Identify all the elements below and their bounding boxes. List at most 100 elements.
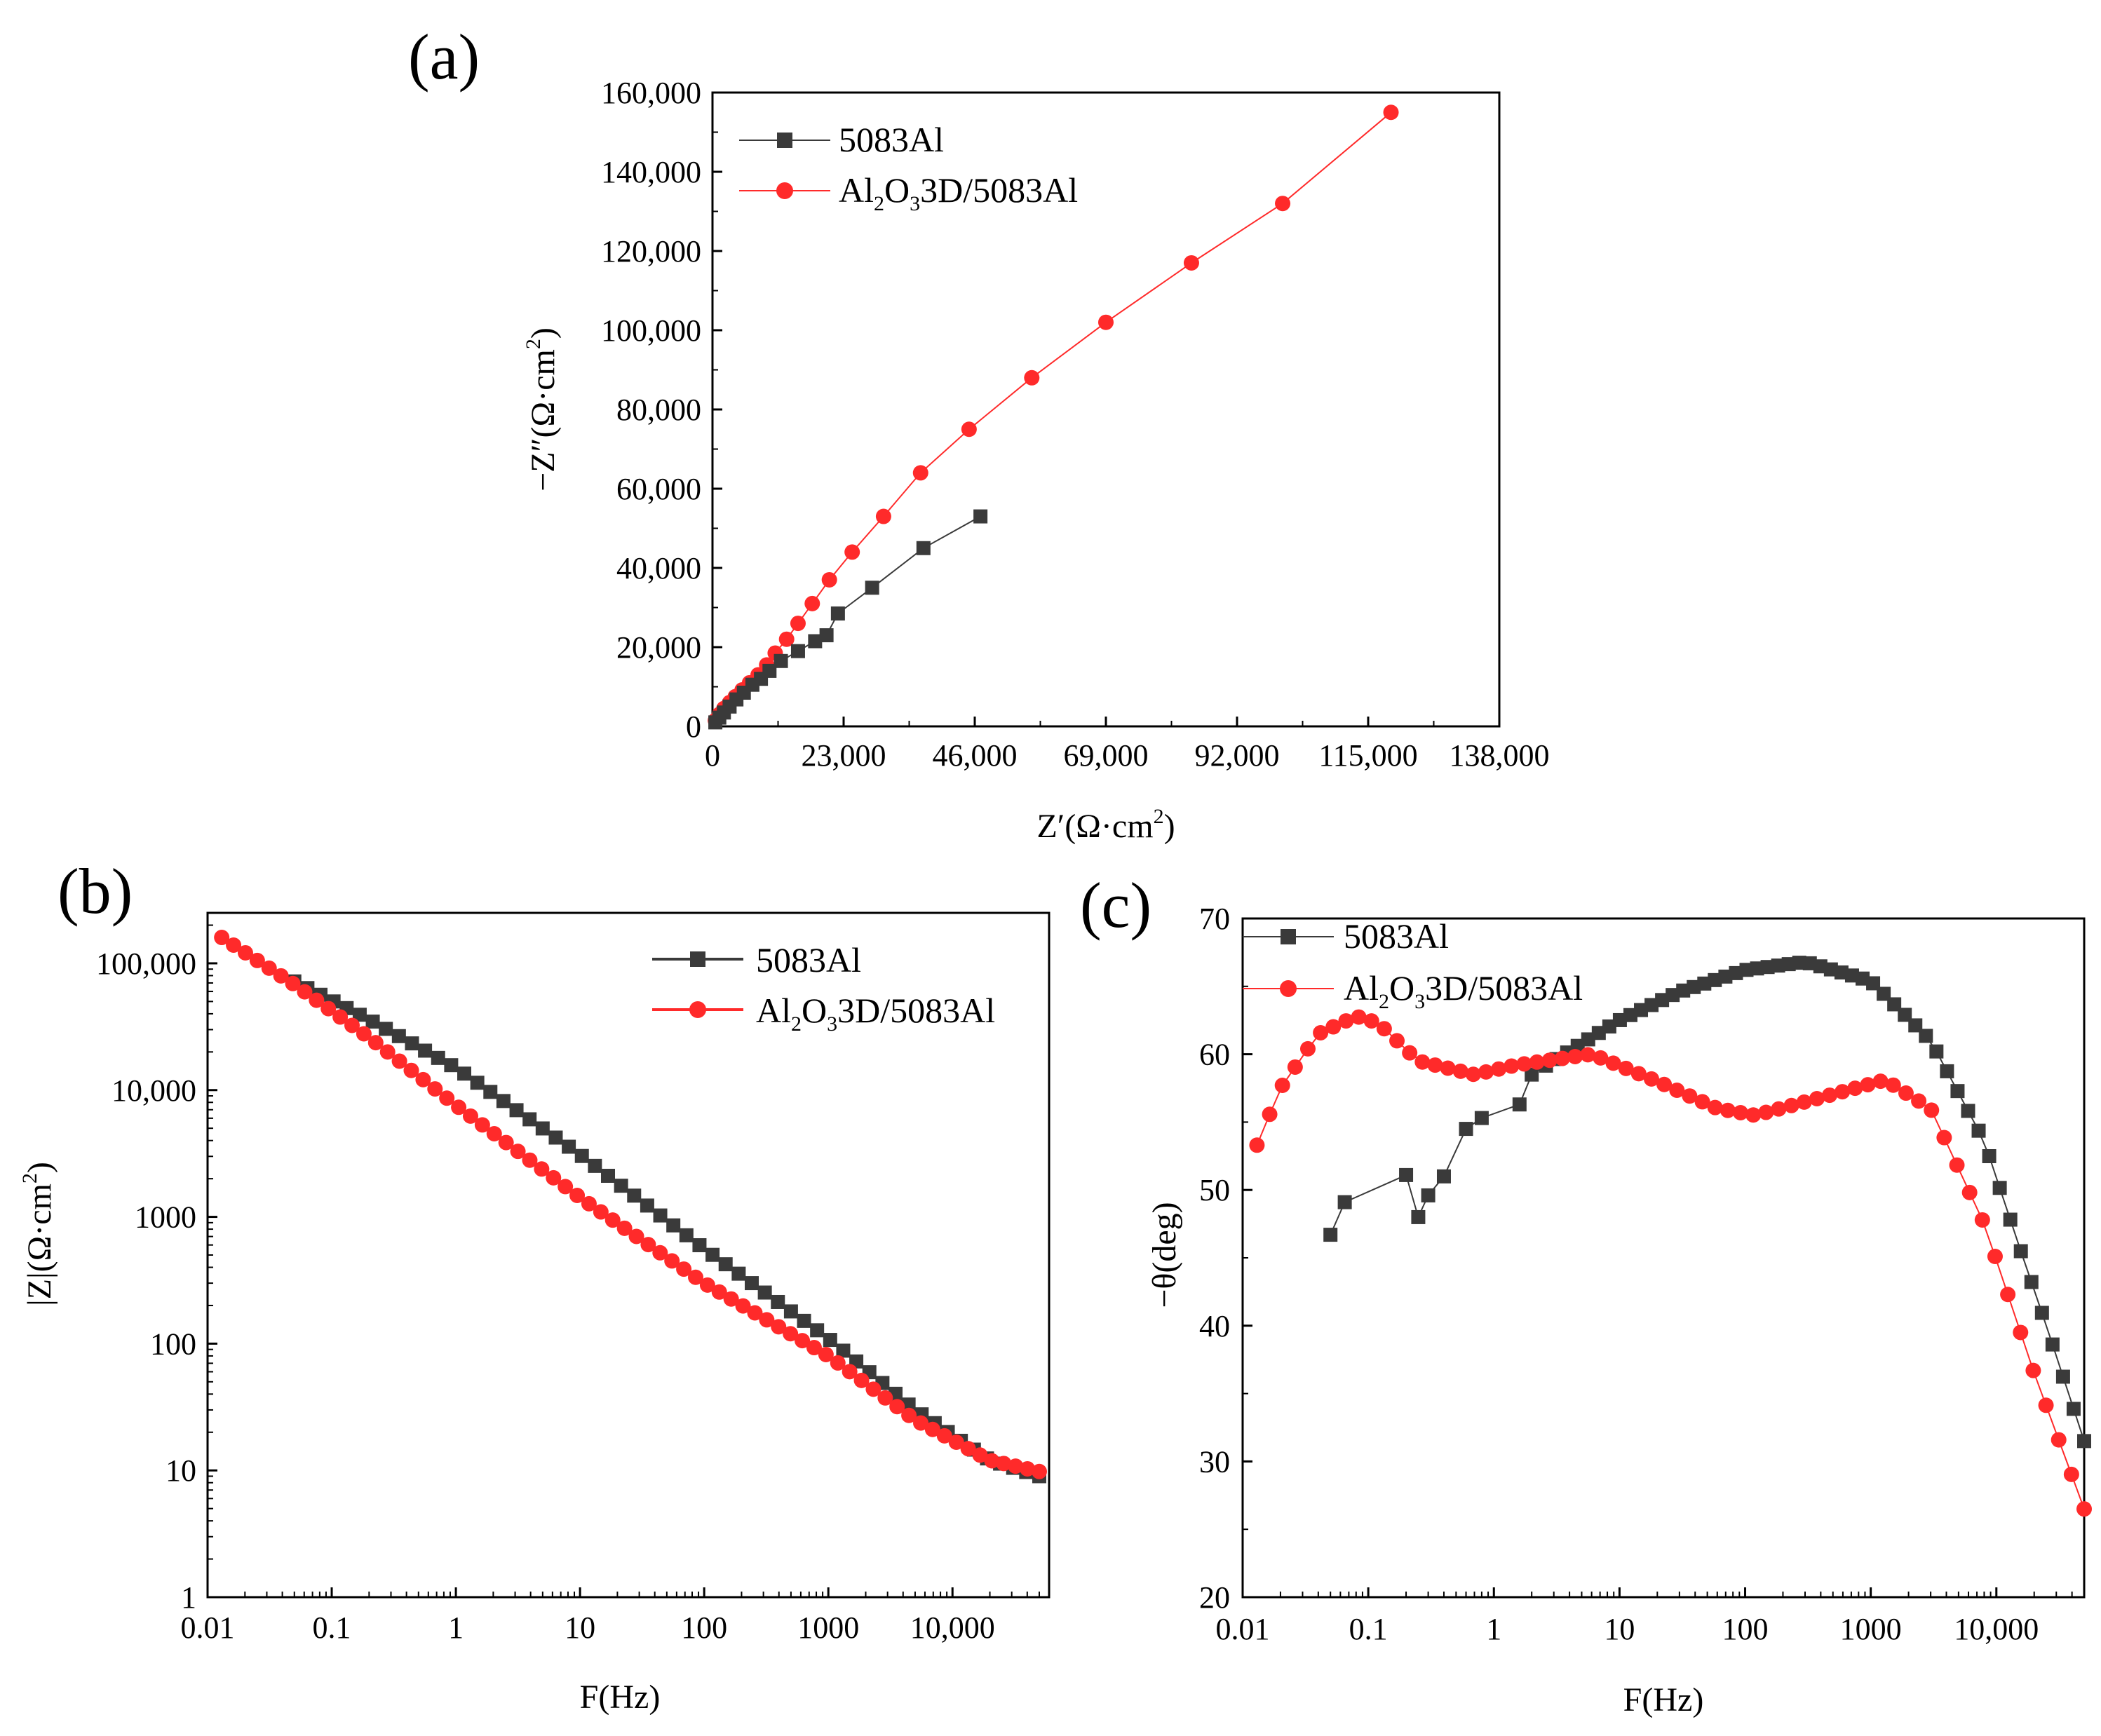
legend-a-s1-label: 5083Al	[839, 120, 944, 159]
c-s1-point-25	[1697, 976, 1712, 991]
b-s1-point-34	[731, 1266, 746, 1281]
b-s2-point-55	[865, 1381, 881, 1397]
a-s2-point-18	[1024, 369, 1040, 386]
c-s1-point-31	[1760, 960, 1775, 975]
a-s2-point-14	[844, 544, 860, 560]
a-xtick-label-3: 69,000	[1064, 738, 1149, 773]
c-s1-point-5	[1436, 1169, 1451, 1184]
c-ytick-label-2: 40	[1199, 1309, 1230, 1343]
b-s2-point-54	[853, 1372, 870, 1388]
c-s1-point-55	[2013, 1244, 2028, 1259]
b-s1-point-40	[810, 1323, 825, 1338]
b-s1-point-26	[627, 1188, 642, 1203]
c-s1-point-50	[1961, 1104, 1975, 1118]
c-xtick-label-3: 10	[1604, 1612, 1635, 1646]
b-s2-point-53	[842, 1364, 858, 1380]
c-s2-point-47	[1847, 1080, 1863, 1097]
c-s1-point-3	[1411, 1209, 1426, 1224]
panel-a-legend: 5083Al Al2O33D/5083Al	[739, 120, 1078, 215]
b-s2-point-20	[451, 1099, 467, 1115]
c-s2-point-22	[1529, 1054, 1545, 1070]
c-s1-point-2	[1399, 1167, 1414, 1182]
a-s1-point-13	[830, 606, 845, 621]
c-s2-point-14	[1427, 1057, 1443, 1073]
a-s2-point-15	[875, 508, 891, 524]
c-s2-point-53	[1924, 1102, 1940, 1118]
c-xtick-label-2: 1	[1486, 1612, 1501, 1646]
b-s2-point-3	[249, 952, 265, 968]
b-s1-point-14	[470, 1076, 485, 1090]
c-s1-point-33	[1781, 957, 1796, 972]
a-ytick-label-1: 20,000	[616, 630, 701, 665]
c-s1-line	[1330, 962, 2085, 1442]
b-s2-point-68	[1020, 1460, 1036, 1477]
b-s2-point-49	[795, 1333, 811, 1349]
b-s2-point-60	[924, 1421, 940, 1437]
b-s2-point-12	[356, 1026, 372, 1042]
c-s1-point-37	[1823, 962, 1838, 977]
panel-c-plot: 0.01 0.1 1 10 100 1000 10,000 20 30 40 50 60 70 F(Hz…	[1146, 902, 2092, 1718]
c-s2-point-27	[1593, 1050, 1609, 1066]
c-xtick-label-1: 0.1	[1349, 1612, 1388, 1646]
c-s2-point-37	[1720, 1102, 1736, 1118]
c-s1-point-60	[2066, 1402, 2081, 1416]
c-s1-point-22	[1666, 988, 1680, 1003]
b-s2-point-32	[593, 1204, 609, 1220]
c-s2-point-4	[1300, 1040, 1316, 1057]
c-s2-point-6	[1325, 1019, 1342, 1035]
c-ytick-label-4: 60	[1199, 1038, 1230, 1072]
c-s2-point-57	[1974, 1212, 1990, 1228]
b-s2-point-11	[344, 1017, 360, 1033]
b-s1-point-31	[692, 1238, 707, 1253]
b-s2-point-4	[261, 960, 277, 976]
c-ytick-label-1: 30	[1199, 1444, 1230, 1479]
a-ytick-label-3: 60,000	[616, 472, 701, 506]
b-s1-point-22	[574, 1148, 589, 1163]
b-s2-point-48	[783, 1326, 799, 1342]
a-ytick-label-0: 0	[686, 710, 701, 744]
c-s2-point-12	[1402, 1045, 1418, 1061]
b-s1-point-42	[836, 1343, 851, 1358]
b-s1-point-19	[535, 1121, 550, 1136]
b-s1-point-5	[352, 1008, 367, 1022]
c-s2-point-54	[1936, 1130, 1952, 1146]
c-s1-point-45	[1908, 1018, 1923, 1033]
a-s1-point-11	[808, 634, 823, 649]
b-s1-point-13	[457, 1066, 472, 1081]
b-s2-point-10	[332, 1009, 349, 1025]
legend-b-s1-label: 5083Al	[756, 940, 861, 979]
b-s1-point-38	[783, 1304, 798, 1319]
b-s2-point-5	[273, 968, 289, 984]
panel-b-legend: 5083Al Al2O33D/5083Al	[652, 940, 995, 1036]
c-s2-point-21	[1516, 1056, 1532, 1072]
c-s1-point-44	[1898, 1008, 1912, 1022]
c-s1-point-8	[1512, 1097, 1527, 1112]
c-s2-point-5	[1313, 1025, 1329, 1041]
b-s1-point-47	[901, 1397, 916, 1412]
c-s1-point-20	[1644, 998, 1659, 1012]
c-xtick-label-0: 0.01	[1216, 1612, 1270, 1646]
a-xtick-label-4: 92,000	[1195, 738, 1280, 773]
c-s2-point-24	[1554, 1050, 1570, 1066]
b-s2-point-51	[818, 1346, 834, 1362]
c-xtick-label-5: 1000	[1840, 1612, 1902, 1646]
b-s1-point-27	[640, 1198, 654, 1213]
a-xtick-label-6: 138,000	[1450, 738, 1550, 773]
legend-b-s1-marker	[690, 951, 705, 967]
c-s2-point-51	[1898, 1085, 1914, 1101]
c-s2-point-58	[1987, 1249, 2003, 1265]
b-s2-point-17	[415, 1071, 431, 1087]
b-s2-point-67	[1008, 1458, 1024, 1474]
b-s2-point-42	[711, 1284, 727, 1300]
b-s1-point-39	[797, 1313, 811, 1328]
b-s2-point-21	[462, 1108, 478, 1124]
b-xtick-label-0: 0.01	[181, 1610, 235, 1645]
c-s1-point-4	[1421, 1188, 1435, 1202]
c-s2-point-64	[2063, 1466, 2079, 1482]
c-s1-point-57	[2034, 1306, 2049, 1320]
a-ytick-label-8: 160,000	[601, 76, 701, 110]
b-s1-point-23	[588, 1158, 602, 1173]
b-s2-point-35	[628, 1228, 644, 1245]
c-s1-point-47	[1929, 1044, 1944, 1059]
c-s2-point-45	[1822, 1087, 1838, 1104]
